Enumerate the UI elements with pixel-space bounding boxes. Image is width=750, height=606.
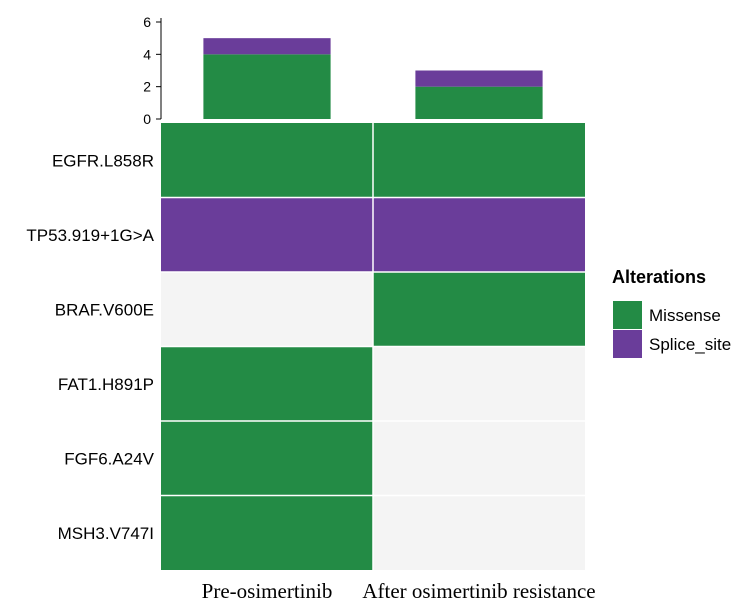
bar-after-osimertinib-resistance-missense xyxy=(415,86,543,119)
cell-fgf6-a24v-after-osimertinib-resistance xyxy=(373,421,585,496)
legend-title: Alterations xyxy=(612,267,706,287)
row-label-fat1-h891p: FAT1.H891P xyxy=(58,375,154,394)
row-label-braf-v600e: BRAF.V600E xyxy=(55,300,154,319)
bar-pre-osimertinib-splice-site xyxy=(203,38,331,55)
bar-after-osimertinib-resistance-splice-site xyxy=(415,70,543,87)
y-tick-label-2: 2 xyxy=(143,79,151,95)
cell-braf-v600e-pre-osimertinib xyxy=(161,272,373,347)
legend: Alterations Missense Splice_site xyxy=(612,267,731,358)
row-label-egfr-l858r: EGFR.L858R xyxy=(52,151,154,170)
bar-pre-osimertinib-missense xyxy=(203,54,331,120)
cell-egfr-l858r-after-osimertinib-resistance xyxy=(373,123,585,198)
cell-egfr-l858r-pre-osimertinib xyxy=(161,123,373,198)
cell-msh3-v747i-pre-osimertinib xyxy=(161,495,373,570)
legend-label-missense: Missense xyxy=(649,306,721,325)
cell-msh3-v747i-after-osimertinib-resistance xyxy=(373,495,585,570)
y-tick-label-4: 4 xyxy=(143,46,151,62)
top-bar-chart: 0 2 4 6 xyxy=(143,14,543,127)
y-tick-label-6: 6 xyxy=(143,14,151,30)
row-label-msh3-v747i: MSH3.V747I xyxy=(58,524,154,543)
cell-fat1-h891p-after-osimertinib-resistance xyxy=(373,346,585,421)
row-label-fgf6-a24v: FGF6.A24V xyxy=(64,449,154,468)
cell-tp53-919-1g-a-after-osimertinib-resistance xyxy=(373,197,585,272)
y-tick-label-0: 0 xyxy=(143,111,151,127)
cell-tp53-919-1g-a-pre-osimertinib xyxy=(161,197,373,272)
column-label-pre-osimertinib: Pre-osimertinib xyxy=(202,579,333,603)
heatmap: EGFR.L858R TP53.919+1G>A BRAF.V600E FAT1.H8… xyxy=(26,123,596,603)
cell-braf-v600e-after-osimertinib-resistance xyxy=(373,272,585,347)
cell-fat1-h891p-pre-osimertinib xyxy=(161,346,373,421)
legend-swatch-missense xyxy=(613,301,642,329)
row-label-tp53-919-1g-a: TP53.919+1G>A xyxy=(26,226,154,245)
column-label-after-osimertinib-resistance: After osimertinib resistance xyxy=(362,579,595,603)
cell-fgf6-a24v-pre-osimertinib xyxy=(161,421,373,496)
legend-swatch-splice-site xyxy=(613,330,642,358)
legend-label-splice-site: Splice_site xyxy=(649,335,731,354)
